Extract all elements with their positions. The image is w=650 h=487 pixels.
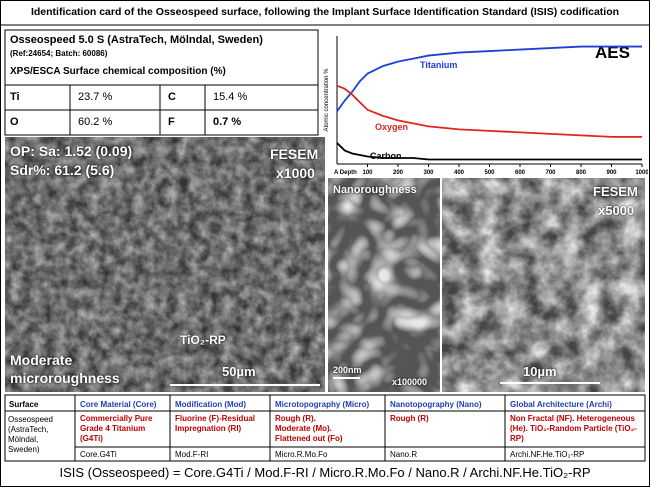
x-tick-label: 800 — [576, 170, 587, 176]
description: Rough (R). Moderate (Mo). Flattened out … — [275, 414, 343, 443]
table-header: Global Architecture (Archi) — [510, 400, 612, 409]
y-label: Atomic concentration % — [324, 68, 330, 132]
ref: (Ref:24654; Batch: 60086) — [10, 49, 108, 58]
method: FESEM — [270, 146, 319, 162]
line — [336, 142, 642, 161]
aes-chart: AES Atomic concentration % A Depth 100 20… — [324, 36, 648, 176]
x-tick-label: 600 — [515, 170, 526, 176]
surface: Osseospeed (AstraTech, Mölndal, Sweden) — [8, 415, 53, 454]
element: F — [168, 116, 175, 128]
magnification: x100000 — [392, 377, 428, 387]
x-tick-label: 200 — [393, 170, 404, 176]
code: Core.G4Ti — [80, 450, 117, 459]
code: Archi.NF.He.TiO₂-RP — [510, 450, 585, 459]
product: Osseospeed 5.0 S (AstraTech, Mölndal, Sw… — [10, 34, 263, 46]
value: 23.7 % — [78, 91, 113, 103]
magnification: x1000 — [276, 165, 315, 181]
x-tick-label: 100 — [362, 170, 373, 176]
sdr: Sdr%: 61.2 (5.6) — [10, 162, 115, 178]
line — [336, 45, 642, 112]
code: Mod.F-RI — [175, 450, 209, 459]
particle: TiO₂-RP — [180, 333, 226, 347]
element: Ti — [10, 91, 20, 103]
classification: microroughness — [10, 370, 120, 386]
x-tick-label: 300 — [423, 170, 434, 176]
value: 60.2 % — [78, 116, 113, 128]
value: 0.7 % — [213, 116, 242, 128]
code: Micro.R.Mo.Fo — [275, 450, 328, 459]
magnification: x5000 — [598, 203, 635, 218]
value: 15.4 % — [213, 91, 248, 103]
description: Rough (R) — [390, 414, 429, 423]
table-header: Modification (Mod) — [175, 400, 247, 409]
chart-title: AES — [595, 43, 630, 62]
nano-title: Nanoroughness — [333, 184, 417, 196]
title: Identification card of the Osseospeed su… — [30, 6, 620, 18]
x-tick-label: 700 — [545, 170, 556, 176]
line — [336, 84, 642, 138]
element: C — [168, 91, 176, 103]
x-tick-label: 900 — [606, 170, 617, 176]
x-label: A Depth — [334, 170, 357, 176]
series-label: Carbon — [370, 151, 402, 161]
table-header: Microtopography (Micro) — [275, 400, 370, 409]
method: FESEM — [593, 184, 638, 199]
roughness: OP: Sa: 1.52 (0.09) — [10, 143, 133, 159]
x-tick-label: 1000 — [635, 170, 648, 176]
code: Nano.R — [390, 450, 418, 459]
description: Fluorine (F)-Residual Impregnation (RI) — [175, 414, 255, 433]
element: O — [10, 116, 19, 128]
scale: 10µm — [523, 364, 557, 379]
description: Commercially Pure Grade 4 Titanium (G4Ti… — [80, 414, 153, 443]
x-tick-label: 400 — [454, 170, 465, 176]
description: Non Fractal (NF). Heterogeneous (He). Ti… — [510, 414, 637, 443]
footer: ISIS (Osseospeed) = Core.G4Ti / Mod.F-RI… — [59, 465, 591, 480]
x-tick-label: 500 — [484, 170, 495, 176]
series-label: Titanium — [420, 60, 457, 70]
series-label: Oxygen — [375, 122, 408, 132]
scale: 200nm — [333, 365, 362, 375]
scale: 50µm — [222, 364, 256, 379]
caption: XPS/ESCA Surface chemical composition (%… — [10, 66, 226, 77]
table-header: Nanotopography (Nano) — [390, 400, 482, 409]
classification: Moderate — [10, 352, 73, 368]
table-header: Surface — [9, 400, 39, 409]
table-header: Core Material (Core) — [80, 400, 157, 409]
